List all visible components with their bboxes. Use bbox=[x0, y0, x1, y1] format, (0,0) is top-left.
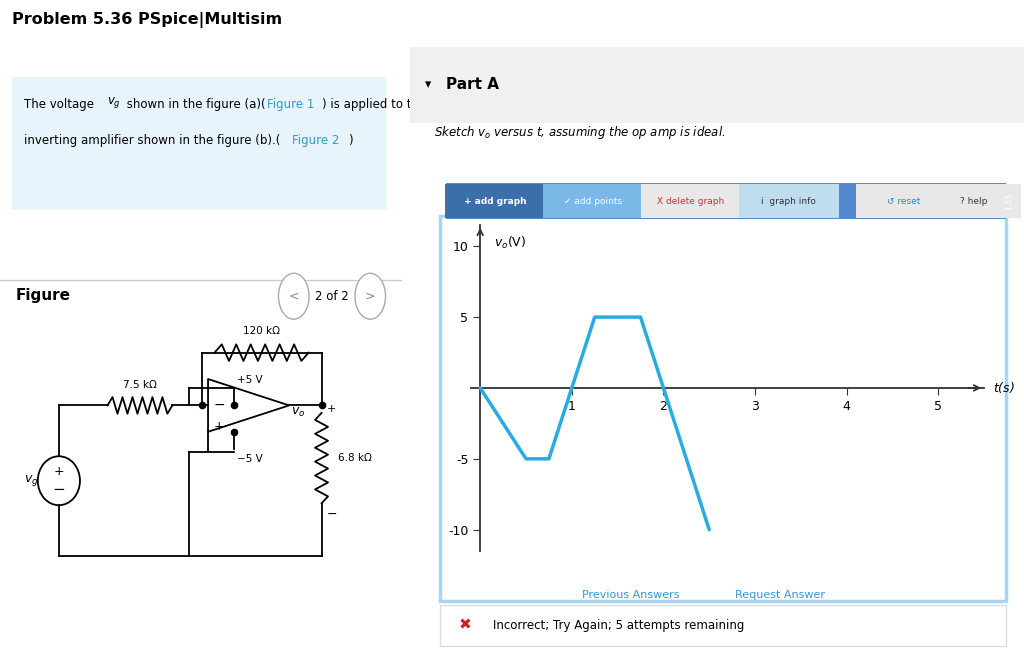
Text: Part A: Part A bbox=[446, 77, 500, 92]
Text: Provide Feedback: Provide Feedback bbox=[446, 636, 550, 649]
Text: 120 kΩ: 120 kΩ bbox=[243, 326, 280, 336]
Text: Incorrect; Try Again; 5 attempts remaining: Incorrect; Try Again; 5 attempts remaini… bbox=[493, 619, 743, 632]
FancyBboxPatch shape bbox=[12, 77, 386, 211]
Text: $v_o$(V): $v_o$(V) bbox=[494, 235, 526, 251]
Text: −: − bbox=[52, 482, 66, 497]
Text: ) is applied to the: ) is applied to the bbox=[322, 98, 426, 111]
Text: $t$(s): $t$(s) bbox=[993, 380, 1015, 396]
Text: >: > bbox=[365, 289, 376, 303]
FancyBboxPatch shape bbox=[926, 185, 1021, 218]
Text: Figure 2: Figure 2 bbox=[292, 134, 340, 147]
Text: ? help: ? help bbox=[959, 197, 987, 206]
FancyBboxPatch shape bbox=[410, 47, 1024, 123]
Text: inverting amplifier shown in the figure (b).(: inverting amplifier shown in the figure … bbox=[25, 134, 281, 147]
FancyBboxPatch shape bbox=[543, 185, 643, 218]
FancyBboxPatch shape bbox=[641, 185, 741, 218]
Text: +5 V: +5 V bbox=[238, 375, 263, 385]
Text: −: − bbox=[327, 508, 337, 521]
Text: 1.53: 1.53 bbox=[1005, 193, 1013, 210]
FancyBboxPatch shape bbox=[440, 216, 1006, 600]
Text: 6.8 kΩ: 6.8 kΩ bbox=[338, 453, 372, 463]
Text: ✖: ✖ bbox=[459, 618, 471, 633]
Text: $v_o$: $v_o$ bbox=[291, 406, 305, 419]
Text: <: < bbox=[289, 289, 299, 303]
Text: Figure 1: Figure 1 bbox=[267, 98, 314, 111]
FancyBboxPatch shape bbox=[446, 183, 1006, 219]
Text: +: + bbox=[327, 404, 336, 414]
Text: shown in the figure (a)(: shown in the figure (a)( bbox=[123, 98, 265, 111]
Text: ): ) bbox=[348, 134, 352, 147]
Text: Problem 5.36 PSpice|Multisim: Problem 5.36 PSpice|Multisim bbox=[12, 12, 283, 28]
Text: ▾: ▾ bbox=[425, 78, 431, 91]
Text: $v_g$: $v_g$ bbox=[106, 95, 121, 110]
Text: −: − bbox=[214, 398, 225, 411]
Text: +: + bbox=[214, 420, 224, 433]
Text: −5 V: −5 V bbox=[238, 454, 263, 464]
Text: Figure: Figure bbox=[16, 288, 71, 303]
Text: 2 of 2: 2 of 2 bbox=[315, 289, 349, 303]
FancyBboxPatch shape bbox=[445, 185, 546, 218]
Text: ↺ reset: ↺ reset bbox=[887, 197, 921, 206]
Text: 7.5 kΩ: 7.5 kΩ bbox=[123, 380, 157, 391]
Text: i  graph info: i graph info bbox=[762, 197, 816, 206]
Text: X delete graph: X delete graph bbox=[657, 197, 725, 206]
Text: + add graph: + add graph bbox=[464, 197, 526, 206]
Circle shape bbox=[279, 273, 309, 319]
FancyBboxPatch shape bbox=[856, 185, 951, 218]
Circle shape bbox=[355, 273, 385, 319]
Text: Request Answer: Request Answer bbox=[735, 589, 825, 600]
Text: ✓ add points: ✓ add points bbox=[564, 197, 623, 206]
FancyBboxPatch shape bbox=[440, 605, 1006, 646]
FancyBboxPatch shape bbox=[738, 185, 839, 218]
Text: +: + bbox=[53, 465, 65, 478]
Text: $v_g$: $v_g$ bbox=[24, 473, 39, 488]
Text: Submit: Submit bbox=[465, 589, 514, 602]
Text: The voltage: The voltage bbox=[25, 98, 98, 111]
Text: Previous Answers: Previous Answers bbox=[582, 589, 679, 600]
Text: Sketch $v_o$ versus $t$, assuming the op amp is ideal.: Sketch $v_o$ versus $t$, assuming the op… bbox=[434, 125, 726, 141]
